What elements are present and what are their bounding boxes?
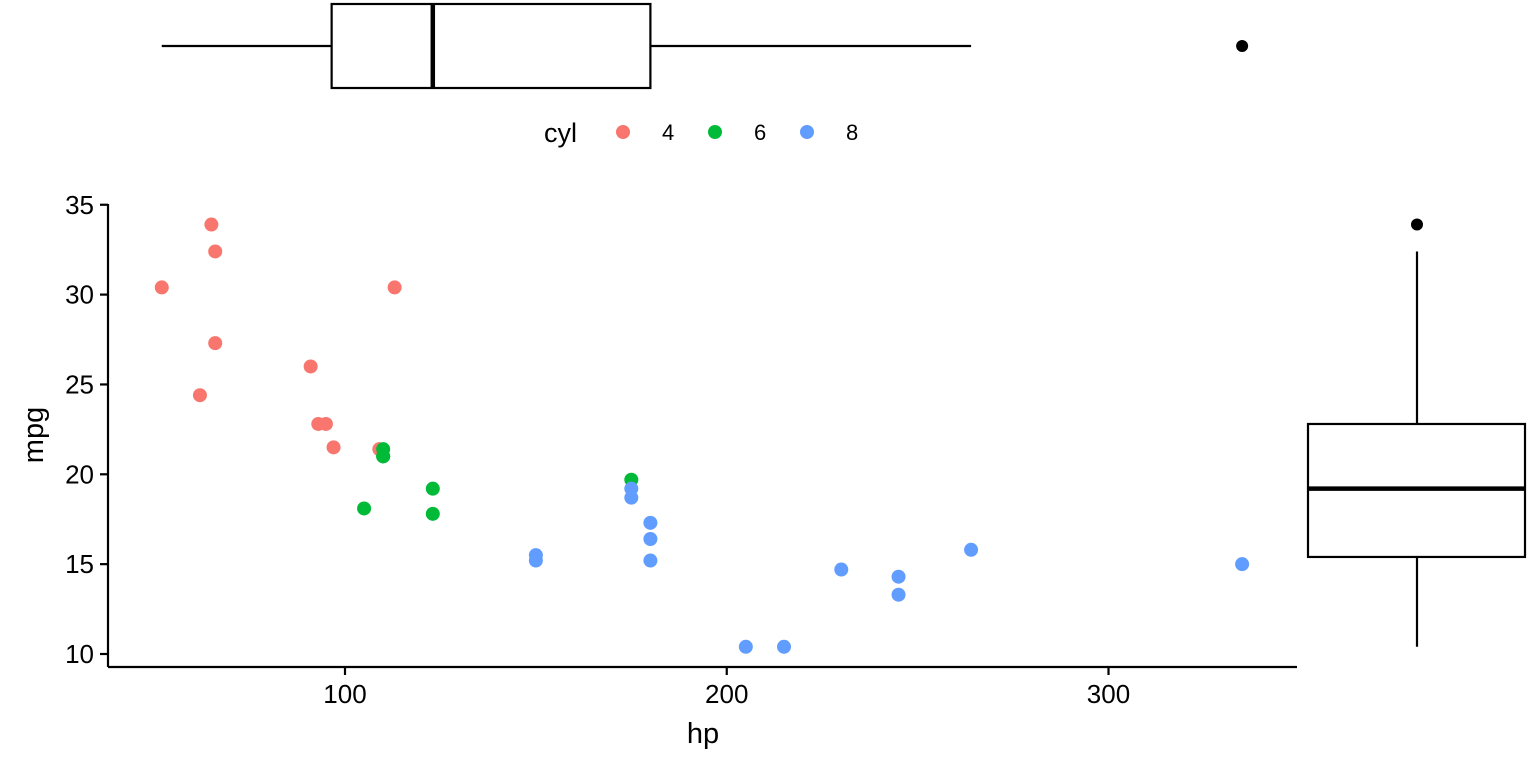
data-point-cyl-8 [964,542,979,557]
y-tick-label: 10 [65,639,94,669]
data-point-cyl-8 [777,639,792,654]
legend-label-6: 6 [754,120,766,145]
y-axis-title: mpg [18,407,50,463]
legend-title: cyl [544,118,577,148]
y-tick-label: 25 [65,369,94,399]
data-point-cyl-4 [154,280,169,295]
data-point-cyl-4 [387,280,402,295]
main-scatter-panel: 10 15 20 25 30 35 100 200 300 hp mpg [18,190,1297,750]
data-point-cyl-4 [326,440,341,455]
x-axis: 100 200 300 [108,665,1297,709]
data-point-cyl-4 [318,416,333,431]
x-tick-label: 300 [1087,679,1130,709]
hp-box-iqr [330,2,652,90]
data-point-cyl-8 [643,531,658,546]
data-point-cyl-8 [1235,557,1250,572]
x-tick-label: 200 [705,679,748,709]
data-point-cyl-6 [376,442,391,457]
data-point-cyl-8 [834,562,849,577]
legend-key-6 [708,125,722,139]
data-point-cyl-8 [643,553,658,568]
y-tick-label: 35 [65,190,94,220]
x-tick-label: 100 [323,679,366,709]
data-point-cyl-8 [643,515,658,530]
x-axis-title: hp [687,718,719,750]
y-tick-label: 20 [65,459,94,489]
hp-marginal-boxplot [161,2,1249,90]
legend-key-8 [800,125,814,139]
data-point-cyl-4 [303,359,318,374]
mpg-box-outlier [1411,218,1423,231]
hp-box-outlier [1236,40,1249,52]
y-tick-label: 15 [65,549,94,579]
data-point-cyl-6 [357,501,372,516]
y-tick-label: 30 [65,280,94,310]
data-point-cyl-4 [208,244,223,259]
data-point-cyl-8 [624,481,639,496]
mpg-marginal-boxplot [1306,218,1527,647]
data-point-cyl-4 [204,217,219,232]
data-point-cyl-4 [192,388,207,403]
data-point-cyl-8 [891,587,906,602]
data-point-cyl-8 [528,553,543,568]
legend-label-8: 8 [846,120,858,145]
data-points [154,217,1250,654]
legend: cyl 4 6 8 [544,118,858,148]
legend-key-4 [616,125,630,139]
data-point-cyl-6 [425,481,440,496]
legend-label-4: 4 [662,120,674,145]
y-axis: 10 15 20 25 30 35 [65,190,110,669]
data-point-cyl-8 [891,569,906,584]
data-point-cyl-6 [425,506,440,521]
data-point-cyl-8 [738,639,753,654]
data-point-cyl-4 [208,336,223,351]
